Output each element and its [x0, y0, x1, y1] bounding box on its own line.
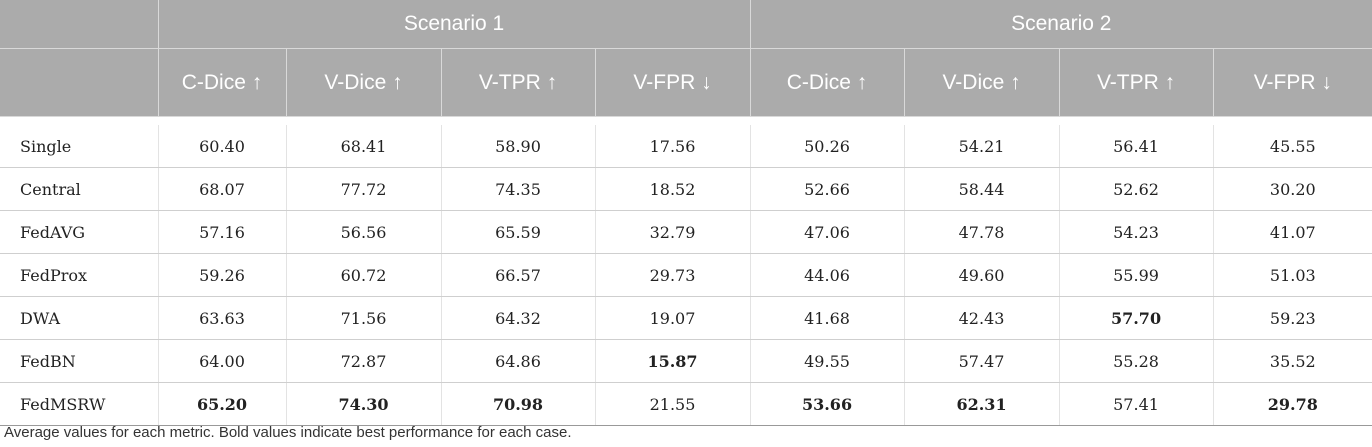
value-cell: 52.62	[1058, 167, 1214, 211]
metric-header: C-Dice ↑	[157, 48, 286, 117]
value-cell: 64.00	[157, 339, 286, 383]
table-caption: Average values for each metric. Bold val…	[4, 424, 572, 441]
value-cell: 71.56	[285, 296, 441, 340]
scenario-1-header: Scenario 1	[157, 0, 751, 49]
value-cell: 32.79	[594, 210, 751, 254]
value-cell: 64.32	[440, 296, 595, 340]
metric-header: V-Dice ↑	[903, 48, 1060, 117]
corner-cell	[0, 0, 158, 49]
value-cell: 47.06	[749, 210, 905, 254]
value-cell: 57.16	[157, 210, 286, 254]
table-row: FedBN 64.00 72.87 64.86 15.87 49.55 57.47 55.28…	[0, 339, 1372, 383]
value-cell: 74.30	[285, 382, 441, 426]
method-cell: Central	[0, 167, 158, 211]
value-cell: 59.26	[157, 253, 286, 297]
value-cell: 74.35	[440, 167, 595, 211]
method-cell: Single	[0, 125, 158, 168]
spacer-cell	[0, 117, 1372, 126]
value-cell: 55.28	[1058, 339, 1214, 383]
metric-header: V-FPR ↓	[1212, 48, 1372, 117]
metric-header: C-Dice ↑	[749, 48, 905, 117]
value-cell: 65.20	[157, 382, 286, 426]
value-cell: 64.86	[440, 339, 595, 383]
value-cell: 57.70	[1058, 296, 1214, 340]
value-cell: 45.55	[1212, 125, 1372, 168]
value-cell: 72.87	[285, 339, 441, 383]
table-row: FedProx 59.26 60.72 66.57 29.73 44.06 49.60 55.…	[0, 253, 1372, 297]
value-cell: 49.60	[903, 253, 1060, 297]
table-row: Single 60.40 68.41 58.90 17.56 50.26 54.21 56.4…	[0, 125, 1372, 168]
value-cell: 35.52	[1212, 339, 1372, 383]
value-cell: 53.66	[749, 382, 905, 426]
value-cell: 68.41	[285, 125, 441, 168]
value-cell: 19.07	[594, 296, 751, 340]
table-row: Central 68.07 77.72 74.35 18.52 52.66 58.44 52.…	[0, 167, 1372, 211]
value-cell: 18.52	[594, 167, 751, 211]
value-cell: 55.99	[1058, 253, 1214, 297]
value-cell: 49.55	[749, 339, 905, 383]
value-cell: 63.63	[157, 296, 286, 340]
method-cell: FedBN	[0, 339, 158, 383]
value-cell: 42.43	[903, 296, 1060, 340]
metric-header: V-TPR ↑	[1058, 48, 1214, 117]
method-cell: FedProx	[0, 253, 158, 297]
method-cell: DWA	[0, 296, 158, 340]
metric-header: V-Dice ↑	[285, 48, 441, 117]
method-cell: FedMSRW	[0, 382, 158, 426]
value-cell: 41.07	[1212, 210, 1372, 254]
metric-header-row: C-Dice ↑ V-Dice ↑ V-TPR ↑ V-FPR ↓ C-Dice…	[0, 48, 1372, 117]
value-cell: 77.72	[285, 167, 441, 211]
value-cell: 62.31	[903, 382, 1060, 426]
value-cell: 54.23	[1058, 210, 1214, 254]
metric-header: V-FPR ↓	[594, 48, 751, 117]
value-cell: 29.73	[594, 253, 751, 297]
spacer-row	[0, 117, 1372, 126]
value-cell: 58.44	[903, 167, 1060, 211]
table-row: DWA 63.63 71.56 64.32 19.07 41.68 42.43 57.70 59…	[0, 296, 1372, 340]
value-cell: 57.41	[1058, 382, 1214, 426]
value-cell: 50.26	[749, 125, 905, 168]
value-cell: 29.78	[1212, 382, 1372, 426]
value-cell: 70.98	[440, 382, 595, 426]
value-cell: 41.68	[749, 296, 905, 340]
value-cell: 15.87	[594, 339, 751, 383]
scenario-2-header: Scenario 2	[749, 0, 1372, 49]
value-cell: 47.78	[903, 210, 1060, 254]
corner-cell	[0, 48, 158, 117]
value-cell: 56.41	[1058, 125, 1214, 168]
value-cell: 60.72	[285, 253, 441, 297]
value-cell: 68.07	[157, 167, 286, 211]
table-body: Single 60.40 68.41 58.90 17.56 50.26 54.21 56.4…	[0, 117, 1372, 426]
table-row: FedMSRW 65.20 74.30 70.98 21.55 53.66 62.31 57.…	[0, 382, 1372, 426]
value-cell: 59.23	[1212, 296, 1372, 340]
value-cell: 57.47	[903, 339, 1060, 383]
value-cell: 54.21	[903, 125, 1060, 168]
value-cell: 52.66	[749, 167, 905, 211]
metric-header: V-TPR ↑	[440, 48, 595, 117]
value-cell: 56.56	[285, 210, 441, 254]
scenario-header-row: Scenario 1 Scenario 2	[0, 0, 1372, 49]
value-cell: 65.59	[440, 210, 595, 254]
value-cell: 51.03	[1212, 253, 1372, 297]
value-cell: 21.55	[594, 382, 751, 426]
value-cell: 60.40	[157, 125, 286, 168]
value-cell: 30.20	[1212, 167, 1372, 211]
table-row: FedAVG 57.16 56.56 65.59 32.79 47.06 47.78 54.2…	[0, 210, 1372, 254]
value-cell: 58.90	[440, 125, 595, 168]
value-cell: 17.56	[594, 125, 751, 168]
value-cell: 44.06	[749, 253, 905, 297]
value-cell: 66.57	[440, 253, 595, 297]
method-cell: FedAVG	[0, 210, 158, 254]
results-table: Scenario 1 Scenario 2 C-Dice ↑ V-Dice ↑ …	[0, 0, 1372, 426]
